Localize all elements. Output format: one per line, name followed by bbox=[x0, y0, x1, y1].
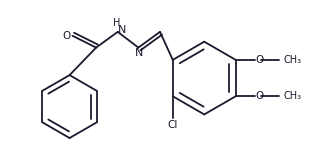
Text: CH₃: CH₃ bbox=[284, 91, 302, 101]
Text: O: O bbox=[63, 31, 71, 41]
Text: O: O bbox=[255, 91, 264, 101]
Text: CH₃: CH₃ bbox=[284, 55, 302, 65]
Text: Cl: Cl bbox=[168, 120, 178, 130]
Text: H: H bbox=[113, 18, 120, 28]
Text: N: N bbox=[117, 25, 126, 35]
Text: O: O bbox=[255, 55, 264, 65]
Text: N: N bbox=[135, 47, 143, 58]
